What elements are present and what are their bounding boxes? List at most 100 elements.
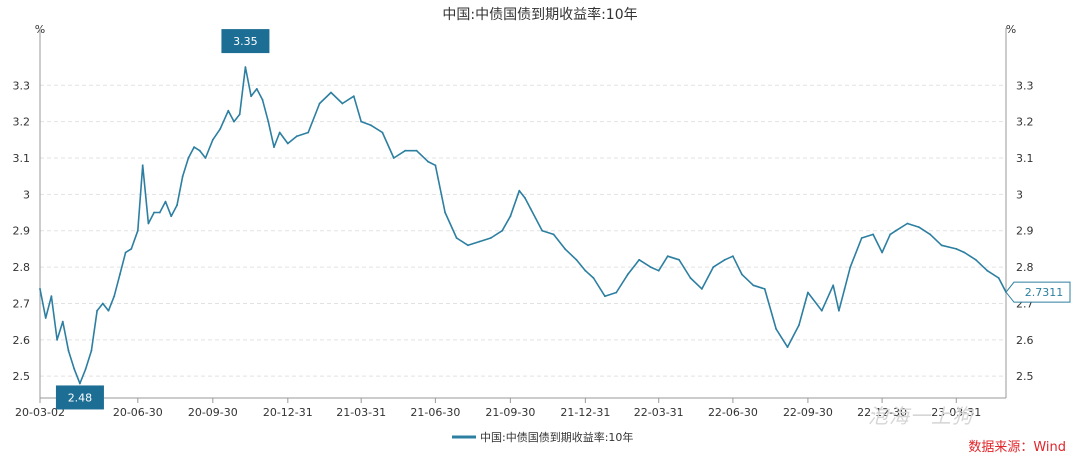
- y-tick-label-left: 3.2: [13, 116, 31, 129]
- series-layer: [39, 66, 1007, 385]
- data-point: [798, 324, 800, 327]
- data-point: [832, 284, 835, 287]
- max-label: 3.35: [233, 35, 258, 48]
- data-point: [518, 189, 521, 192]
- data-point: [170, 215, 173, 218]
- x-tick-label: 20-09-30: [188, 406, 238, 419]
- data-point: [501, 229, 504, 232]
- annotations: 3.35 2.48 2.7311: [55, 29, 1071, 410]
- data-point: [273, 146, 275, 149]
- data-point: [147, 222, 150, 225]
- y-tick-label-right: 3: [1016, 188, 1023, 201]
- data-point: [341, 102, 344, 105]
- data-point: [467, 244, 469, 247]
- data-point: [427, 160, 429, 163]
- data-point: [732, 255, 734, 258]
- data-point: [986, 269, 989, 272]
- y-tick-label-right: 3.1: [1016, 152, 1034, 165]
- data-point: [130, 248, 133, 250]
- data-point: [940, 244, 943, 247]
- y-tick-label-left: 2.9: [13, 225, 31, 238]
- data-point: [860, 237, 863, 239]
- data-point: [974, 258, 977, 261]
- data-point: [119, 273, 121, 276]
- data-point: [807, 291, 809, 294]
- y-tick-label-left: 3.3: [13, 79, 31, 92]
- y-tick-label-left: 2.6: [13, 334, 31, 347]
- data-point: [107, 309, 110, 312]
- data-point: [233, 120, 235, 123]
- y-tick-label-right: 3.3: [1016, 79, 1034, 92]
- data-point: [250, 95, 253, 98]
- data-point: [181, 175, 184, 178]
- data-point: [529, 208, 532, 210]
- data-point: [592, 277, 595, 279]
- data-point: [929, 233, 932, 236]
- data-point: [872, 233, 874, 236]
- data-point: [455, 237, 458, 239]
- x-tick-label: 20-12-31: [263, 406, 313, 419]
- data-point: [124, 251, 127, 254]
- data-point: [849, 266, 852, 268]
- y-tick-label-right: 2.8: [1016, 261, 1034, 274]
- data-point: [136, 229, 139, 232]
- x-tick-label: 22-12-30: [857, 406, 907, 419]
- data-point: [219, 127, 222, 130]
- data-point: [763, 288, 766, 290]
- data-point: [56, 338, 58, 341]
- data-point: [90, 349, 93, 352]
- y-tick-label-right: 2.6: [1016, 334, 1034, 347]
- data-point: [101, 302, 104, 305]
- data-point: [712, 266, 715, 268]
- data-point: [198, 149, 201, 152]
- x-tick-label: 22-03-31: [634, 406, 684, 419]
- data-point: [244, 66, 247, 68]
- data-point: [626, 273, 629, 276]
- data-point: [524, 197, 526, 199]
- data-point: [752, 284, 755, 287]
- data-point: [261, 98, 264, 101]
- data-point: [158, 211, 161, 214]
- data-point: [997, 277, 1000, 279]
- data-point: [255, 88, 258, 90]
- data-point: [489, 237, 492, 239]
- data-point: [318, 102, 321, 105]
- data-point: [61, 320, 64, 323]
- data-point: [564, 248, 566, 250]
- data-point: [238, 113, 241, 116]
- data-point: [955, 248, 958, 250]
- data-point: [666, 255, 669, 258]
- data-point: [267, 120, 270, 123]
- data-point: [39, 288, 41, 290]
- data-point: [404, 149, 407, 152]
- data-point: [211, 138, 214, 141]
- data-point: [307, 131, 310, 134]
- data-point: [187, 157, 190, 159]
- x-tick-label: 23-03-31: [931, 406, 981, 419]
- data-point: [906, 222, 909, 225]
- x-tick-label: 22-09-30: [783, 406, 833, 419]
- y-tick-label-left: 3: [23, 188, 30, 201]
- data-point: [79, 382, 81, 385]
- gridlines: [40, 84, 1006, 377]
- x-tick-label: 20-06-30: [113, 406, 163, 419]
- y-tick-label-right: 2.5: [1016, 370, 1034, 383]
- data-point: [604, 295, 606, 298]
- data-point: [352, 95, 355, 98]
- data-point: [164, 200, 167, 203]
- data-point: [723, 258, 726, 261]
- data-point: [552, 233, 555, 236]
- data-point: [392, 157, 395, 159]
- data-point: [895, 229, 897, 232]
- data-point: [113, 295, 116, 298]
- series-line: [39, 66, 1007, 385]
- data-point: [381, 131, 384, 134]
- min-label: 2.48: [68, 391, 93, 404]
- x-tick-label: 21-09-30: [485, 406, 535, 419]
- data-point: [820, 309, 823, 312]
- data-point: [478, 240, 481, 243]
- data-point: [678, 258, 680, 261]
- data-point: [657, 269, 660, 272]
- data-point: [509, 215, 512, 218]
